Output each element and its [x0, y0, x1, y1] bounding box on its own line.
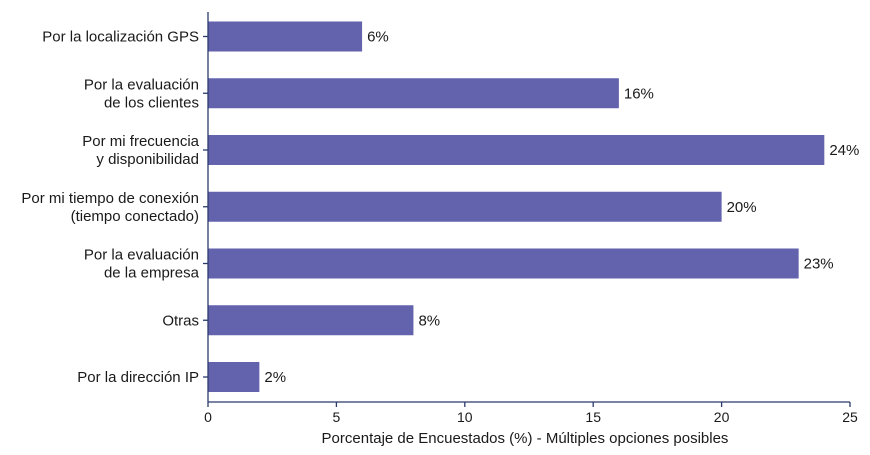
bar-value-label: 8% [418, 312, 440, 329]
category-label: Por mi tiempo de conexión (tiempo conecta… [21, 190, 199, 225]
bars-group [208, 21, 825, 392]
bar-value-label: 20% [727, 199, 757, 216]
bar-value-label: 2% [264, 369, 286, 386]
x-axis-title: Porcentaje de Encuestados (%) - Múltiple… [322, 430, 729, 447]
bar [208, 21, 363, 52]
bar-value-label: 23% [804, 256, 834, 273]
x-tick-label: 10 [457, 409, 473, 425]
value-labels: 6% 16% 24% 20% 23% 8% 2% [264, 29, 859, 387]
category-label: Por la evaluación de la empresa [84, 247, 200, 282]
x-tick-label: 20 [714, 409, 730, 425]
bar [208, 78, 619, 109]
category-label: Por la dirección IP [77, 369, 199, 386]
bar-value-label: 16% [624, 85, 654, 102]
x-tick-label: 5 [333, 409, 341, 425]
bar [208, 191, 722, 222]
bar-value-label: 24% [829, 142, 859, 159]
x-tick-label: 25 [842, 409, 858, 425]
bar [208, 362, 260, 392]
category-label: Por la evaluación de los clientes [84, 76, 199, 111]
category-label: Otras [162, 312, 199, 329]
x-axis-ticks: 0 5 10 15 20 25 [203, 35, 858, 425]
category-labels: Por la localización GPS Por la evaluación… [21, 29, 199, 387]
bar [208, 305, 414, 336]
bar [208, 135, 825, 165]
category-label: Por mi frecuencia y disponibilidad [82, 133, 199, 168]
x-tick-label: 0 [204, 409, 212, 425]
category-label: Por la localización GPS [42, 29, 199, 46]
bar-value-label: 6% [367, 29, 389, 46]
x-tick-label: 15 [585, 409, 601, 425]
bar [208, 248, 799, 279]
